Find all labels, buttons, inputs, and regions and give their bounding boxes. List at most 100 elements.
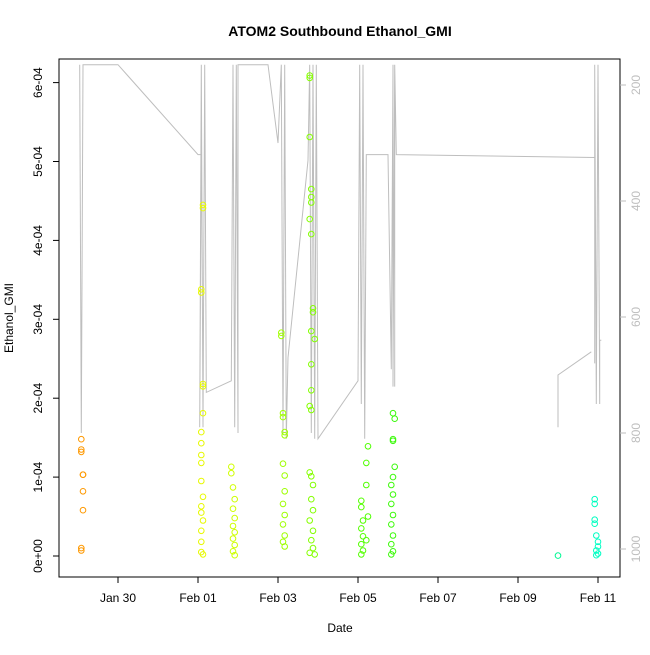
data-point bbox=[309, 308, 317, 316]
x-tick-label: Feb 07 bbox=[419, 591, 457, 605]
data-point bbox=[199, 493, 207, 501]
data-point bbox=[309, 544, 317, 552]
data-point bbox=[229, 522, 237, 530]
x-tick-label: Jan 30 bbox=[100, 591, 136, 605]
data-point bbox=[198, 451, 205, 459]
data-point bbox=[311, 335, 319, 343]
data-point bbox=[593, 551, 600, 559]
data-point bbox=[79, 506, 87, 514]
data-point bbox=[231, 529, 238, 536]
data-point bbox=[359, 517, 367, 524]
y2-tick-label: 600 bbox=[629, 307, 643, 327]
data-point bbox=[389, 532, 397, 539]
y2-tick-label: 800 bbox=[629, 423, 643, 443]
data-point bbox=[281, 472, 289, 479]
y-axis-left: 0e+00 1e-04 2e-04 3e-04 4e-04 5e-04 6e-04 bbox=[31, 67, 59, 573]
y2-tick-label: 400 bbox=[629, 191, 643, 211]
data-point bbox=[279, 500, 287, 508]
data-point bbox=[199, 383, 207, 390]
data-point bbox=[229, 484, 237, 491]
data-point bbox=[308, 185, 315, 193]
data-point bbox=[363, 459, 370, 467]
data-point bbox=[363, 481, 370, 489]
data-point bbox=[281, 511, 289, 519]
data-point bbox=[309, 481, 317, 489]
data-point bbox=[279, 413, 287, 421]
data-point bbox=[229, 548, 237, 555]
data-point bbox=[389, 511, 397, 519]
data-point bbox=[199, 409, 207, 417]
data-point bbox=[358, 525, 365, 532]
data-point bbox=[198, 459, 205, 467]
data-point bbox=[279, 460, 287, 468]
data-point bbox=[199, 201, 207, 209]
data-point bbox=[388, 521, 395, 528]
data-point bbox=[389, 491, 397, 498]
y-tick-label: 4e-04 bbox=[31, 225, 45, 256]
x-tick-label: Feb 01 bbox=[179, 591, 217, 605]
data-point bbox=[231, 514, 238, 522]
data-point bbox=[198, 477, 205, 485]
plot-frame bbox=[58, 58, 621, 578]
y2-tick-label: 1000 bbox=[629, 535, 643, 562]
data-point bbox=[231, 551, 238, 559]
series-line bbox=[79, 64, 602, 441]
data-point bbox=[591, 516, 599, 524]
data-point bbox=[199, 380, 207, 388]
data-point bbox=[591, 500, 599, 508]
data-point bbox=[358, 551, 365, 558]
x-axis: Jan 30 Feb 01 Feb 03 Feb 05 Feb 07 Feb 09 Feb … bbox=[100, 577, 617, 605]
data-point bbox=[199, 551, 207, 558]
data-point bbox=[199, 204, 207, 212]
data-point bbox=[306, 469, 314, 476]
data-point bbox=[364, 443, 372, 450]
data-point bbox=[78, 547, 85, 554]
data-point bbox=[308, 406, 315, 414]
data-point bbox=[279, 409, 287, 417]
data-point bbox=[198, 286, 205, 293]
x-tick-label: Feb 09 bbox=[499, 591, 537, 605]
data-point bbox=[309, 506, 317, 514]
data-point bbox=[199, 517, 207, 524]
data-point bbox=[594, 538, 602, 546]
data-point bbox=[308, 495, 315, 503]
data-point bbox=[306, 72, 314, 79]
data-point bbox=[306, 402, 314, 410]
y-tick-label: 2e-04 bbox=[31, 383, 45, 414]
data-point bbox=[198, 503, 205, 510]
data-point bbox=[281, 428, 289, 436]
data-point bbox=[391, 415, 399, 423]
data-point bbox=[309, 527, 317, 535]
data-point bbox=[388, 481, 395, 489]
data-point bbox=[231, 541, 238, 549]
y-tick-label: 1e-04 bbox=[31, 461, 45, 492]
data-point bbox=[278, 329, 285, 337]
data-point bbox=[281, 432, 289, 439]
data-point bbox=[79, 488, 87, 495]
data-point bbox=[308, 473, 315, 480]
data-point bbox=[78, 435, 85, 443]
data-point bbox=[388, 500, 395, 508]
data-point bbox=[308, 199, 315, 206]
x-tick-label: Feb 03 bbox=[259, 591, 297, 605]
data-point bbox=[78, 446, 85, 453]
data-point bbox=[308, 230, 315, 238]
data-point bbox=[228, 469, 235, 477]
data-point bbox=[281, 543, 289, 550]
data-point bbox=[229, 535, 237, 542]
data-point bbox=[198, 289, 205, 296]
right-axis-series-lines bbox=[79, 64, 602, 441]
data-point bbox=[388, 540, 395, 548]
data-point bbox=[591, 495, 599, 503]
data-point bbox=[79, 471, 87, 479]
data-point bbox=[363, 536, 370, 544]
y-tick-label: 0e+00 bbox=[31, 539, 45, 573]
data-point bbox=[389, 473, 397, 481]
data-point bbox=[308, 536, 315, 544]
data-point bbox=[306, 215, 314, 223]
data-point bbox=[229, 505, 237, 513]
data-point bbox=[359, 533, 367, 540]
y-axis-label: Ethanol_GMI bbox=[2, 283, 16, 353]
data-point bbox=[198, 527, 205, 535]
